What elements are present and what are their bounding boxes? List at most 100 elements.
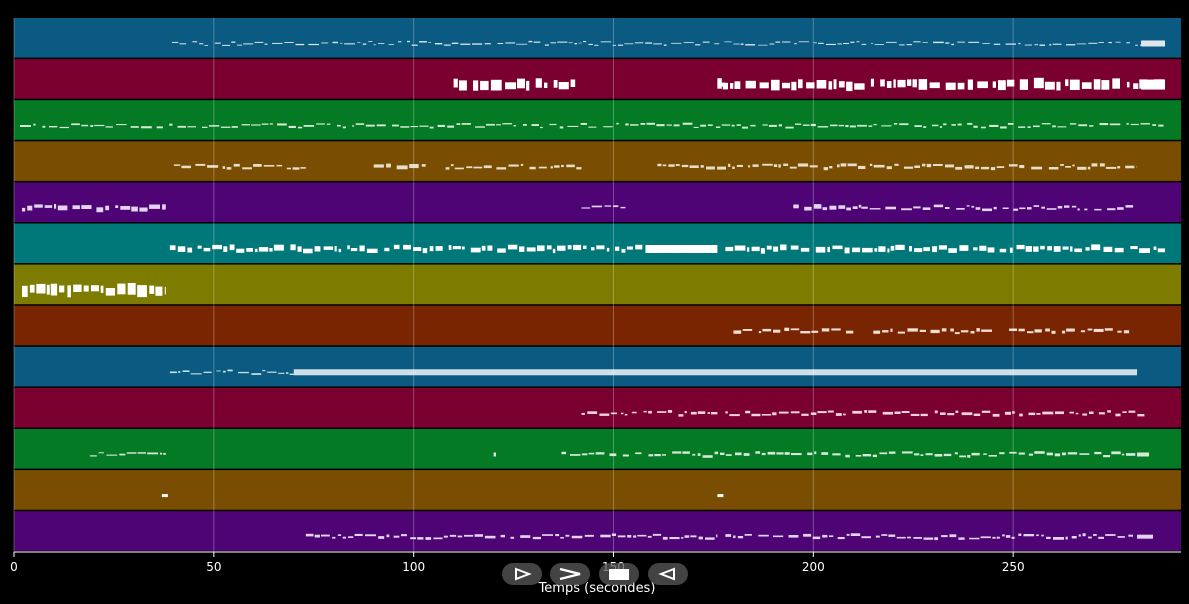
note (208, 125, 220, 127)
note (81, 124, 89, 127)
note (362, 43, 367, 45)
note (1117, 536, 1125, 538)
note-5-0 (645, 244, 718, 253)
note (1094, 208, 1102, 211)
note (300, 167, 306, 169)
note (640, 123, 646, 125)
note (907, 328, 918, 332)
note (1041, 206, 1045, 209)
note (1117, 166, 1121, 169)
note (502, 123, 513, 125)
note (484, 535, 496, 539)
note (852, 206, 858, 209)
note (912, 79, 917, 88)
note (410, 126, 419, 128)
note (882, 411, 893, 415)
note (755, 451, 761, 454)
play-outline-icon (515, 567, 532, 581)
note (393, 244, 400, 250)
note (697, 453, 701, 456)
note (182, 370, 190, 372)
track-lane-4 (14, 182, 1181, 222)
note (734, 81, 741, 89)
note (1049, 44, 1052, 46)
note (624, 43, 634, 45)
note (220, 126, 231, 128)
note (831, 328, 841, 331)
note (596, 245, 605, 250)
note (631, 411, 637, 414)
note (971, 452, 980, 456)
note (886, 81, 892, 88)
note-segment-3-1 (373, 163, 426, 170)
note (821, 328, 830, 332)
note (433, 537, 443, 540)
stop-button[interactable] (599, 563, 639, 585)
note (413, 247, 422, 251)
note (671, 42, 682, 44)
note (29, 284, 35, 293)
note (759, 82, 769, 89)
note (163, 452, 166, 455)
note (497, 43, 504, 44)
note (505, 82, 516, 90)
fast-forward-button[interactable] (550, 563, 590, 585)
note (609, 453, 617, 457)
note (870, 43, 874, 44)
note (948, 248, 957, 253)
note (1087, 328, 1093, 331)
note (131, 206, 138, 212)
note (354, 533, 363, 536)
note (716, 534, 718, 538)
play-button[interactable] (502, 563, 542, 585)
note (822, 534, 828, 538)
note (976, 328, 980, 332)
note (945, 164, 954, 168)
note (857, 124, 867, 127)
note (461, 123, 471, 125)
note (899, 44, 905, 46)
note (700, 165, 704, 168)
rewind-button[interactable] (648, 563, 688, 585)
note (941, 328, 947, 332)
note (909, 246, 912, 252)
note (611, 533, 616, 536)
note (993, 43, 1001, 45)
note (742, 126, 748, 129)
note (508, 164, 519, 167)
note (486, 123, 495, 126)
note (419, 125, 429, 127)
note (678, 414, 684, 417)
note (264, 43, 268, 45)
note (1062, 452, 1066, 456)
note (378, 536, 385, 539)
note (662, 164, 667, 167)
note (906, 44, 913, 46)
note (784, 452, 790, 455)
note (96, 207, 104, 213)
note (127, 283, 136, 295)
note (758, 534, 769, 537)
note (1114, 247, 1124, 253)
note (733, 535, 736, 539)
note (886, 166, 892, 170)
note (869, 208, 881, 210)
note (571, 535, 583, 539)
track-lane-10 (14, 429, 1181, 469)
note (149, 285, 155, 294)
note (473, 80, 479, 91)
note (160, 452, 163, 455)
note (242, 167, 252, 170)
note (483, 165, 492, 169)
note (893, 123, 898, 125)
note (957, 82, 965, 90)
note (59, 126, 69, 129)
note-segment-7-0 (733, 327, 854, 334)
note-segment-4-2 (793, 204, 862, 211)
note-segment-6-0 (22, 283, 166, 298)
note (258, 247, 269, 252)
note (568, 42, 573, 44)
note (933, 164, 943, 166)
note (897, 331, 905, 334)
note (272, 42, 283, 44)
